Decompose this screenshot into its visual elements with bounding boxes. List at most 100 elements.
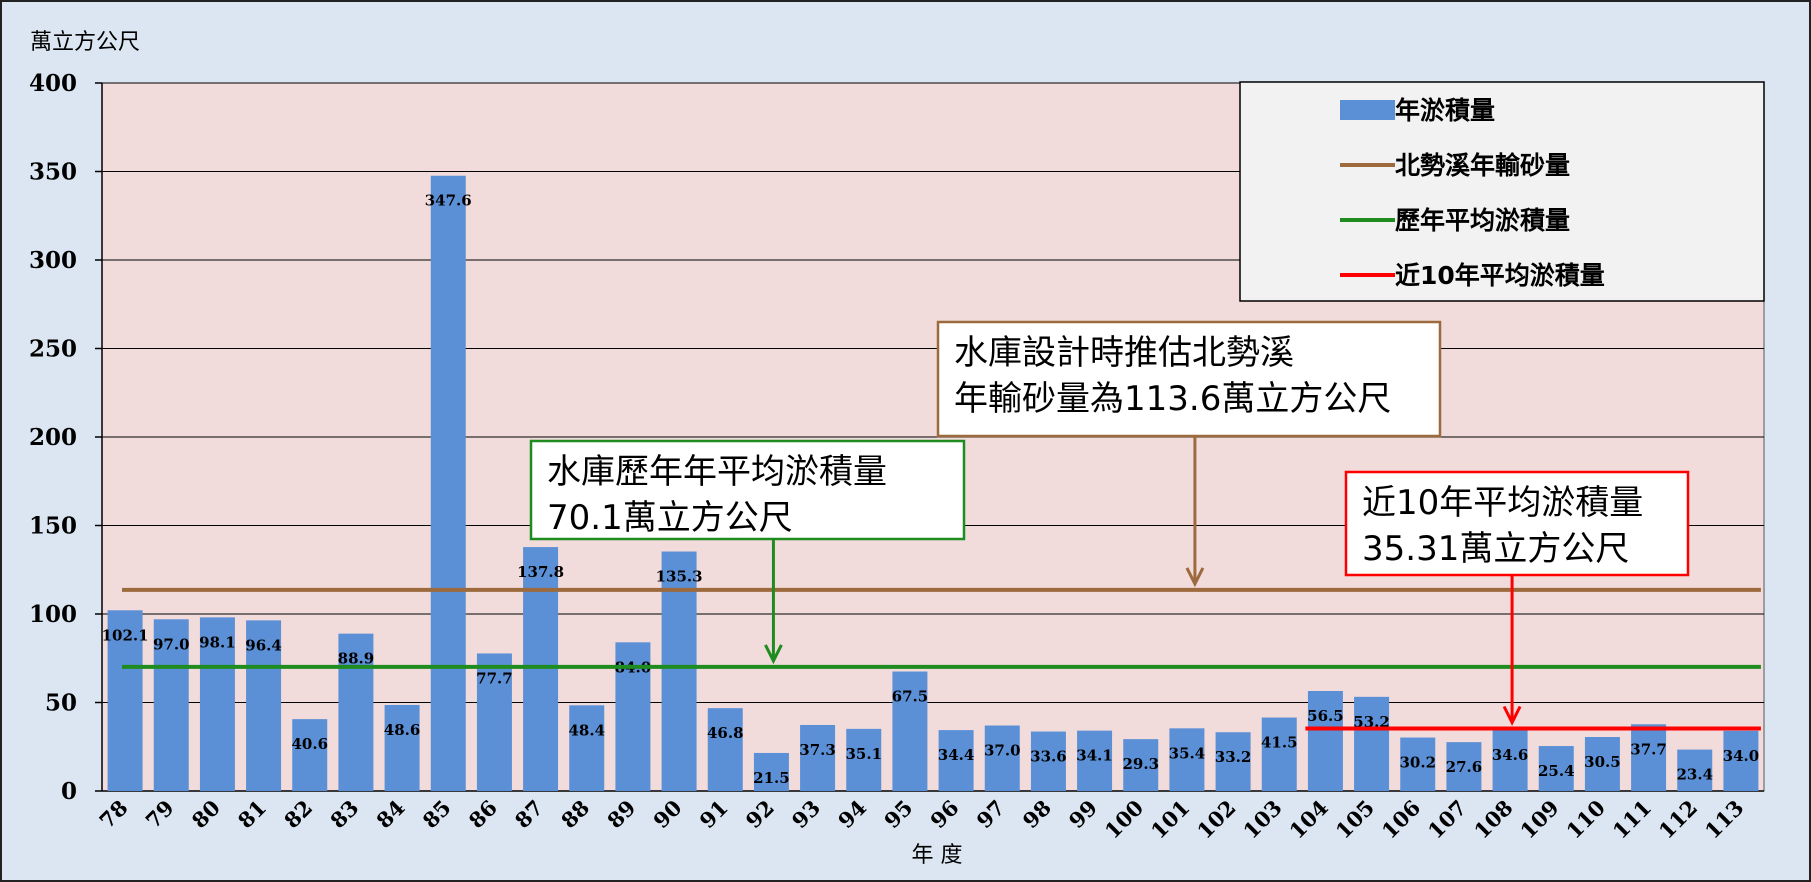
annotation-arrowhead	[1185, 567, 1205, 588]
bar	[1215, 732, 1251, 791]
bar	[1538, 746, 1574, 791]
bar	[153, 619, 189, 791]
data-label: 77.7	[476, 669, 513, 687]
y-tick-label: 100	[29, 601, 77, 628]
x-tick-label: 90	[648, 795, 686, 833]
data-label: 48.6	[384, 721, 421, 739]
data-label: 35.1	[845, 745, 882, 763]
data-label: 48.4	[568, 721, 605, 739]
data-label: 34.6	[1492, 746, 1529, 764]
x-tick-label: 98	[1018, 795, 1056, 833]
x-tick-label: 104	[1284, 795, 1333, 844]
y-tick-label: 200	[29, 424, 77, 451]
data-label: 102.1	[102, 626, 149, 644]
x-tick-label: 85	[417, 795, 455, 833]
y-axis-label: 萬立方公尺	[30, 30, 140, 55]
bar	[292, 719, 328, 791]
bar	[107, 610, 143, 791]
bar	[246, 620, 282, 791]
data-label: 30.5	[1584, 753, 1621, 771]
x-tick-label: 80	[187, 795, 225, 833]
data-label: 21.5	[753, 769, 790, 787]
x-axis-title: 年 度	[912, 843, 963, 868]
x-tick-label: 82	[279, 795, 317, 833]
bar	[984, 725, 1020, 791]
x-tick-label: 89	[602, 795, 640, 833]
x-tick-label: 94	[833, 795, 871, 833]
bar	[753, 752, 789, 791]
bar	[707, 708, 743, 791]
x-tick-label: 84	[371, 795, 409, 833]
y-tick-label: 350	[29, 159, 77, 186]
x-tick-label: 112	[1654, 795, 1703, 844]
data-label: 98.1	[199, 633, 236, 651]
data-label: 40.6	[291, 735, 328, 753]
x-tick-label: 113	[1700, 795, 1749, 844]
data-label: 30.2	[1399, 754, 1436, 772]
data-label: 53.2	[1353, 713, 1390, 731]
annotation-text: 70.1萬立方公尺	[547, 498, 793, 538]
x-tick-label: 86	[464, 795, 502, 833]
x-tick-label: 99	[1064, 795, 1102, 833]
annotation-box	[936, 320, 1442, 438]
data-label: 41.5	[1261, 734, 1298, 752]
data-label: 347.6	[425, 192, 472, 210]
x-tick-label: 97	[971, 795, 1009, 833]
legend-entry: 北勢溪年輸砂量	[1395, 151, 1570, 180]
annotation-box	[529, 439, 966, 541]
data-label: 88.9	[338, 650, 375, 668]
data-label: 34.4	[938, 746, 975, 764]
annotation-box	[1344, 470, 1690, 577]
bar	[384, 704, 420, 791]
annotation-text: 水庫歷年年平均淤積量	[547, 452, 887, 492]
y-tick-label: 300	[29, 247, 77, 274]
data-label: 137.8	[517, 563, 564, 581]
x-tick-label: 78	[94, 795, 132, 833]
bar	[569, 705, 605, 791]
bar	[938, 730, 974, 791]
data-label: 25.4	[1538, 762, 1575, 780]
y-tick-label: 400	[29, 70, 77, 97]
data-label: 37.3	[799, 741, 836, 759]
data-label: 56.5	[1307, 707, 1344, 725]
x-tick-label: 105	[1330, 795, 1379, 844]
x-tick-label: 92	[741, 795, 779, 833]
bar	[1354, 696, 1390, 791]
bar	[199, 617, 235, 791]
bar	[1631, 724, 1667, 791]
bar	[1677, 749, 1713, 791]
x-tick-label: 93	[787, 795, 825, 833]
x-tick-label: 110	[1561, 795, 1610, 844]
legend-entry: 歷年平均淤積量	[1395, 206, 1570, 235]
data-label: 37.7	[1630, 740, 1667, 758]
data-label: 46.8	[707, 724, 744, 742]
bar	[1400, 737, 1436, 791]
x-tick-label: 81	[233, 795, 271, 833]
bar	[338, 633, 374, 791]
bar	[800, 724, 836, 791]
x-tick-label: 103	[1238, 795, 1287, 844]
x-tick-label: 107	[1423, 795, 1472, 844]
legend-entry: 年淤積量	[1395, 96, 1495, 125]
annotation-arrowhead	[1502, 705, 1522, 726]
bar	[1723, 730, 1759, 791]
x-tick-label: 111	[1607, 795, 1656, 844]
y-tick-label: 50	[45, 690, 77, 717]
bar	[476, 653, 512, 791]
x-tick-label: 100	[1100, 795, 1149, 844]
bar	[1077, 730, 1113, 791]
x-tick-label: 108	[1469, 795, 1518, 844]
legend-swatch	[1340, 100, 1395, 120]
data-label: 35.4	[1169, 744, 1206, 762]
data-label: 34.1	[1076, 747, 1113, 765]
data-label: 135.3	[656, 568, 703, 586]
legend-entry: 近10年平均淤積量	[1395, 261, 1605, 290]
x-tick-label: 95	[879, 795, 917, 833]
bar	[1123, 739, 1159, 791]
bar	[523, 547, 559, 791]
y-tick-label: 150	[29, 513, 77, 540]
data-label: 37.0	[984, 742, 1021, 760]
data-label: 23.4	[1676, 766, 1713, 784]
data-label: 33.2	[1215, 748, 1252, 766]
